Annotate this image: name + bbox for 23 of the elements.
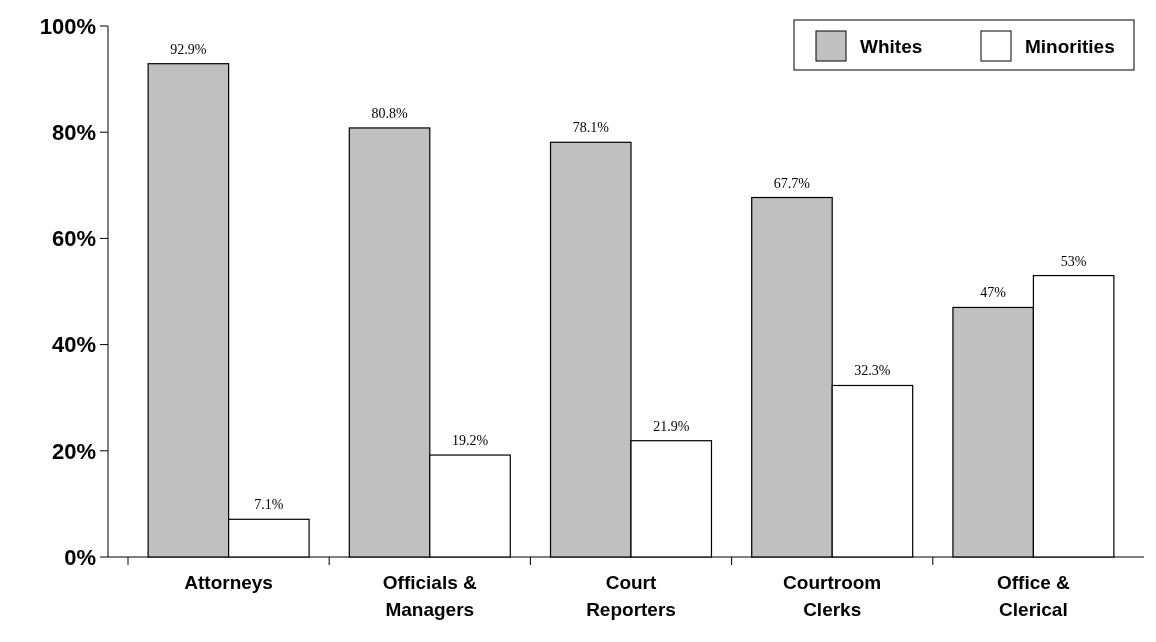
x-tick-label: Office & Clerical bbox=[996, 572, 1071, 620]
data-label: 53% bbox=[1060, 253, 1087, 269]
x-tick-label: Officials & Managers bbox=[382, 572, 478, 620]
legend-label: Whites bbox=[860, 35, 923, 57]
legend-label: Minorities bbox=[1025, 35, 1115, 57]
data-label: 32.3% bbox=[854, 363, 891, 379]
x-tick-label: Attorneys bbox=[184, 572, 273, 593]
x-tick-label: Courtroom Clerks bbox=[783, 572, 882, 620]
y-tick-label: 60% bbox=[51, 226, 96, 252]
data-label: 7.1% bbox=[254, 497, 284, 513]
y-tick-label: 20% bbox=[51, 438, 96, 464]
data-label: 92.9% bbox=[170, 41, 207, 57]
data-label: 21.9% bbox=[653, 418, 690, 434]
y-tick-label: 40% bbox=[51, 332, 96, 358]
data-label: 47% bbox=[980, 285, 1007, 301]
data-label: 67.7% bbox=[773, 175, 811, 191]
y-tick-label: 80% bbox=[51, 119, 96, 145]
data-label: 80.8% bbox=[371, 105, 408, 121]
y-tick-label: 0% bbox=[64, 544, 96, 570]
y-tick-label: 100% bbox=[39, 13, 96, 39]
x-tick-label: Court Reporters bbox=[586, 572, 676, 620]
data-label: 19.2% bbox=[451, 433, 489, 449]
data-label: 78.1% bbox=[572, 120, 610, 136]
